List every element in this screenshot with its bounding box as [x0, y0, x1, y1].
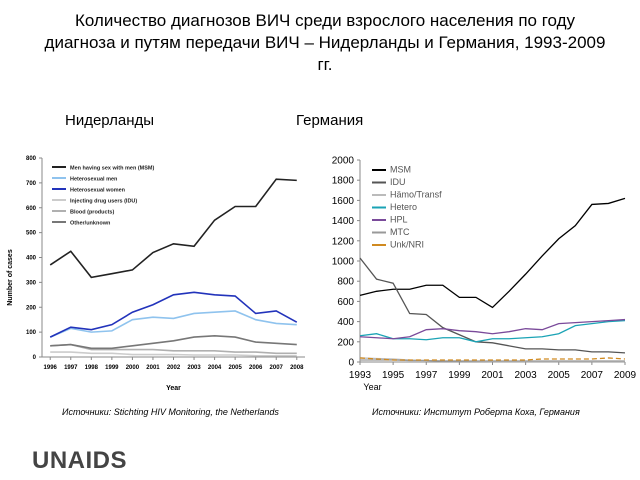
legend-label: Unk/NRI: [390, 240, 424, 250]
legend-label: Hetero: [390, 202, 417, 212]
legend-label: HPL: [390, 215, 408, 225]
legend-label: Hämo/Transf: [390, 190, 442, 200]
x-tick-label: 2006: [249, 365, 263, 371]
x-tick-label: 1998: [85, 365, 99, 371]
series-line: [50, 343, 297, 355]
x-tick-label: 2007: [270, 365, 284, 371]
x-tick-label: 2005: [228, 365, 242, 371]
series-line: [49, 178, 297, 279]
x-tick-label: 2001: [481, 370, 504, 381]
x-tick-label: 2008: [290, 365, 304, 371]
series-line: [49, 310, 297, 338]
source: Источники: Институт Роберта Коха, Герман…: [372, 407, 580, 417]
legend-label: IDU: [390, 177, 406, 187]
series-line: [50, 351, 297, 357]
logo: UNAIDS: [32, 447, 128, 474]
x-tick-label: 2004: [208, 365, 222, 371]
legend-label: Blood (products): [70, 210, 114, 216]
series-line: [49, 291, 298, 338]
y-tick-label: 1000: [332, 257, 355, 268]
legend-label: Heterosexual men: [70, 177, 118, 183]
y-tick-label: 800: [26, 156, 37, 162]
y-tick-label: 600: [26, 206, 37, 212]
x-tick-label: 1997: [415, 370, 438, 381]
y-tick-label: 1800: [332, 176, 355, 187]
y-tick-label: 1600: [332, 196, 355, 207]
series-line: [359, 197, 626, 309]
x-tick-label: 1996: [44, 365, 58, 371]
legend-label: Injecting drug users (IDU): [70, 199, 137, 205]
y-tick-label: 1200: [332, 236, 355, 247]
legend-label: MTC: [390, 227, 410, 237]
x-tick-label: 2005: [548, 370, 571, 381]
y-tick-label: 0: [348, 358, 354, 369]
x-tick-label: 2000: [126, 365, 140, 371]
y-tick-label: 200: [337, 337, 354, 348]
y-tick-label: 2000: [332, 156, 355, 167]
x-tick-label: 2003: [187, 365, 201, 371]
y-tick-label: 0: [33, 355, 37, 361]
series-line: [359, 318, 626, 340]
y-tick-label: 700: [26, 181, 37, 187]
x-tick-label: 2003: [515, 370, 538, 381]
x-tick-label: 1993: [349, 370, 372, 381]
y-tick-label: 800: [337, 277, 354, 288]
x-tick-label: 2002: [167, 365, 181, 371]
y-axis-label: Number of cases: [7, 249, 14, 306]
y-tick-label: 100: [26, 330, 37, 336]
y-tick-label: 1400: [332, 216, 355, 227]
x-tick-label: 1999: [448, 370, 471, 381]
x-tick-label: 2009: [614, 370, 637, 381]
y-tick-label: 200: [26, 305, 37, 311]
x-axis-label: Year: [363, 382, 381, 392]
y-tick-label: 400: [26, 256, 37, 262]
source: Источники: Stichting HIV Monitoring, the…: [62, 407, 279, 417]
panel-label: Германия: [296, 112, 364, 129]
x-tick-label: 1995: [382, 370, 405, 381]
series-line: [359, 357, 626, 361]
series-line: [359, 319, 626, 343]
series-line: [50, 335, 297, 350]
legend-label: MSM: [390, 165, 411, 175]
legend-label: Heterosexual women: [70, 188, 126, 194]
legend-box: [48, 160, 166, 230]
x-tick-label: 2007: [581, 370, 604, 381]
y-tick-label: 600: [337, 297, 354, 308]
y-tick-label: 400: [337, 317, 354, 328]
slide-title: Количество диагнозов ВИЧ среди взрослого…: [44, 11, 606, 74]
series-line: [359, 257, 626, 354]
panel-label: Нидерланды: [65, 112, 155, 129]
x-tick-label: 1999: [105, 365, 119, 371]
x-tick-label: 1997: [64, 365, 78, 371]
x-axis-label: Year: [166, 385, 181, 392]
legend-label: Other/unknown: [70, 221, 111, 227]
y-tick-label: 300: [26, 280, 37, 286]
legend-label: Men having sex with men (MSM): [70, 166, 155, 172]
y-tick-label: 500: [26, 231, 37, 237]
x-tick-label: 2001: [146, 365, 160, 371]
